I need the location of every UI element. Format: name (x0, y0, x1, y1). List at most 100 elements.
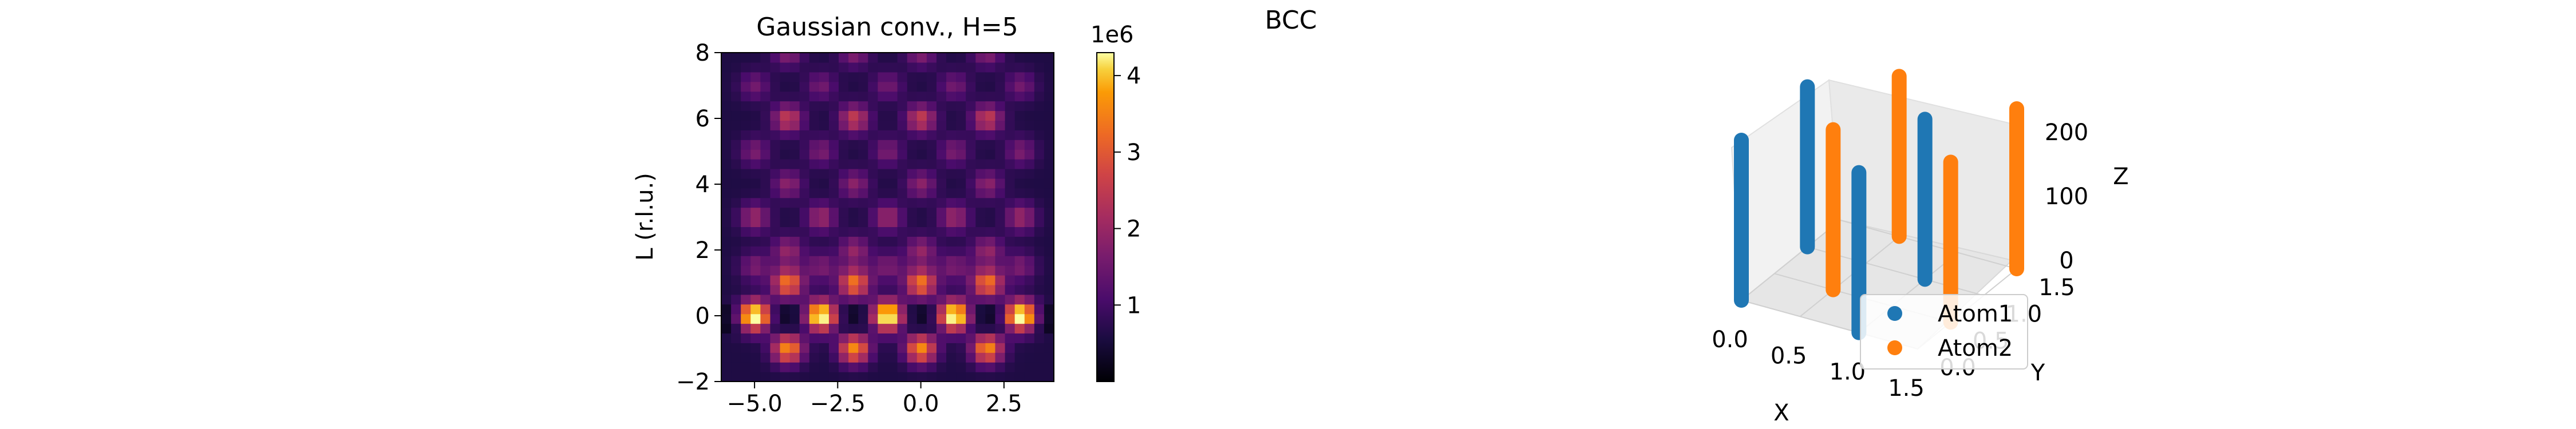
heatmap-cell (809, 197, 820, 208)
heatmap-cell (868, 140, 879, 150)
heatmap-cell (975, 207, 986, 218)
heatmap-cell (741, 130, 751, 140)
heatmap-cell (721, 304, 732, 315)
legend-box (1860, 294, 2028, 370)
heatmap-cell (985, 362, 996, 372)
heatmap-cell (819, 246, 829, 256)
heatmap-cell (887, 246, 898, 256)
heatmap-cell (897, 159, 908, 169)
heatmap-cell (946, 140, 957, 150)
heatmap-cell (809, 294, 820, 305)
heatmap-cell (868, 91, 879, 102)
heatmap-cell (1024, 227, 1035, 237)
heatmap-cell (1005, 101, 1016, 112)
heatmap-cell (848, 294, 859, 305)
heatmap-cell (1034, 130, 1045, 140)
heatmap-cell (975, 313, 986, 324)
heatmap-cell (819, 159, 829, 169)
heatmap-cell (780, 101, 791, 112)
heatmap-cell (731, 323, 741, 334)
heatmap-cell (966, 53, 976, 63)
heatmap-cell (819, 188, 829, 198)
heatmap-cell (985, 372, 996, 382)
heatmap-cell (819, 362, 829, 372)
heatmap-cell (789, 256, 800, 266)
heatmap-cell (887, 227, 898, 237)
heatmap-cell (926, 130, 937, 140)
heatmap-cell (946, 313, 957, 324)
heatmap-cell (848, 313, 859, 324)
heatmap-cell (809, 256, 820, 266)
heatmap-cell (789, 101, 800, 112)
floor-gridline-x (1800, 236, 1900, 317)
heatmap-cell (926, 149, 937, 160)
heatmap-cell (721, 120, 732, 130)
heatmap-cell (916, 284, 927, 295)
heatmap-cell (819, 343, 829, 353)
heatmap-cell (966, 275, 976, 285)
heatmap-cell (995, 110, 1006, 121)
heatmap-cell (828, 294, 839, 305)
heatmap-cell (946, 333, 957, 343)
heatmap-cell (868, 343, 879, 353)
heatmap-cell (741, 227, 751, 237)
heatmap-cell (819, 140, 829, 150)
heatmap-cell (1034, 149, 1045, 160)
heatmap-cell (819, 304, 829, 315)
heatmap-cell (780, 284, 791, 295)
heatmap-cell (956, 101, 966, 112)
heatmap-cell (809, 304, 820, 315)
heatmap-cell (750, 178, 761, 189)
heatmap-cell (839, 265, 849, 276)
heatmap-cell (985, 130, 996, 140)
heatmap-cell (858, 159, 868, 169)
heatmap-cell (907, 207, 918, 218)
heatmap-cell (760, 120, 771, 130)
heatmap-cell (897, 362, 908, 372)
heatmap-cell (936, 178, 947, 189)
heatmap-cell (956, 227, 966, 237)
heatmap-cell (887, 168, 898, 179)
heatmap-cell (839, 294, 849, 305)
heatmap-cell (741, 246, 751, 256)
heatmap-cell (789, 304, 800, 315)
heatmap-cell (916, 275, 927, 285)
heatmap-cell (1024, 313, 1035, 324)
heatmap-cell (789, 343, 800, 353)
heatmap-cell (985, 72, 996, 82)
heatmap-cell (799, 343, 810, 353)
heatmap-cell (1044, 294, 1054, 305)
heatmap-cell (789, 352, 800, 363)
heatmap-cell (799, 197, 810, 208)
heatmap-cell (868, 227, 879, 237)
heatmap-cell (975, 91, 986, 102)
heatmap-cell (1024, 110, 1035, 121)
heatmap-cell (1034, 217, 1045, 228)
heatmap-cell (858, 130, 868, 140)
x-tick-label: 2.5 (986, 391, 1022, 417)
heatmap-cell (721, 101, 732, 112)
heatmap-cell (868, 207, 879, 218)
heatmap-cell (819, 91, 829, 102)
heatmap-cell (819, 294, 829, 305)
heatmap-cell (731, 343, 741, 353)
heatmap-cell (1034, 265, 1045, 276)
heatmap-cell (780, 246, 791, 256)
heatmap-cell (878, 207, 888, 218)
heatmap-cell (809, 246, 820, 256)
heatmap-cell (936, 372, 947, 382)
heatmap-cell (750, 372, 761, 382)
heatmap-cell (721, 207, 732, 218)
heatmap-cell (750, 343, 761, 353)
heatmap-cell (868, 197, 879, 208)
heatmap-cell (868, 188, 879, 198)
scatter3d-points (1734, 69, 2024, 340)
heatmap-cell (731, 304, 741, 315)
heatmap-cell (848, 246, 859, 256)
heatmap-cell (770, 275, 781, 285)
heatmap-cell (985, 304, 996, 315)
heatmap-cell (916, 313, 927, 324)
heatmap-cell (956, 275, 966, 285)
heatmap-cell (848, 81, 859, 92)
heatmap-cell (848, 91, 859, 102)
